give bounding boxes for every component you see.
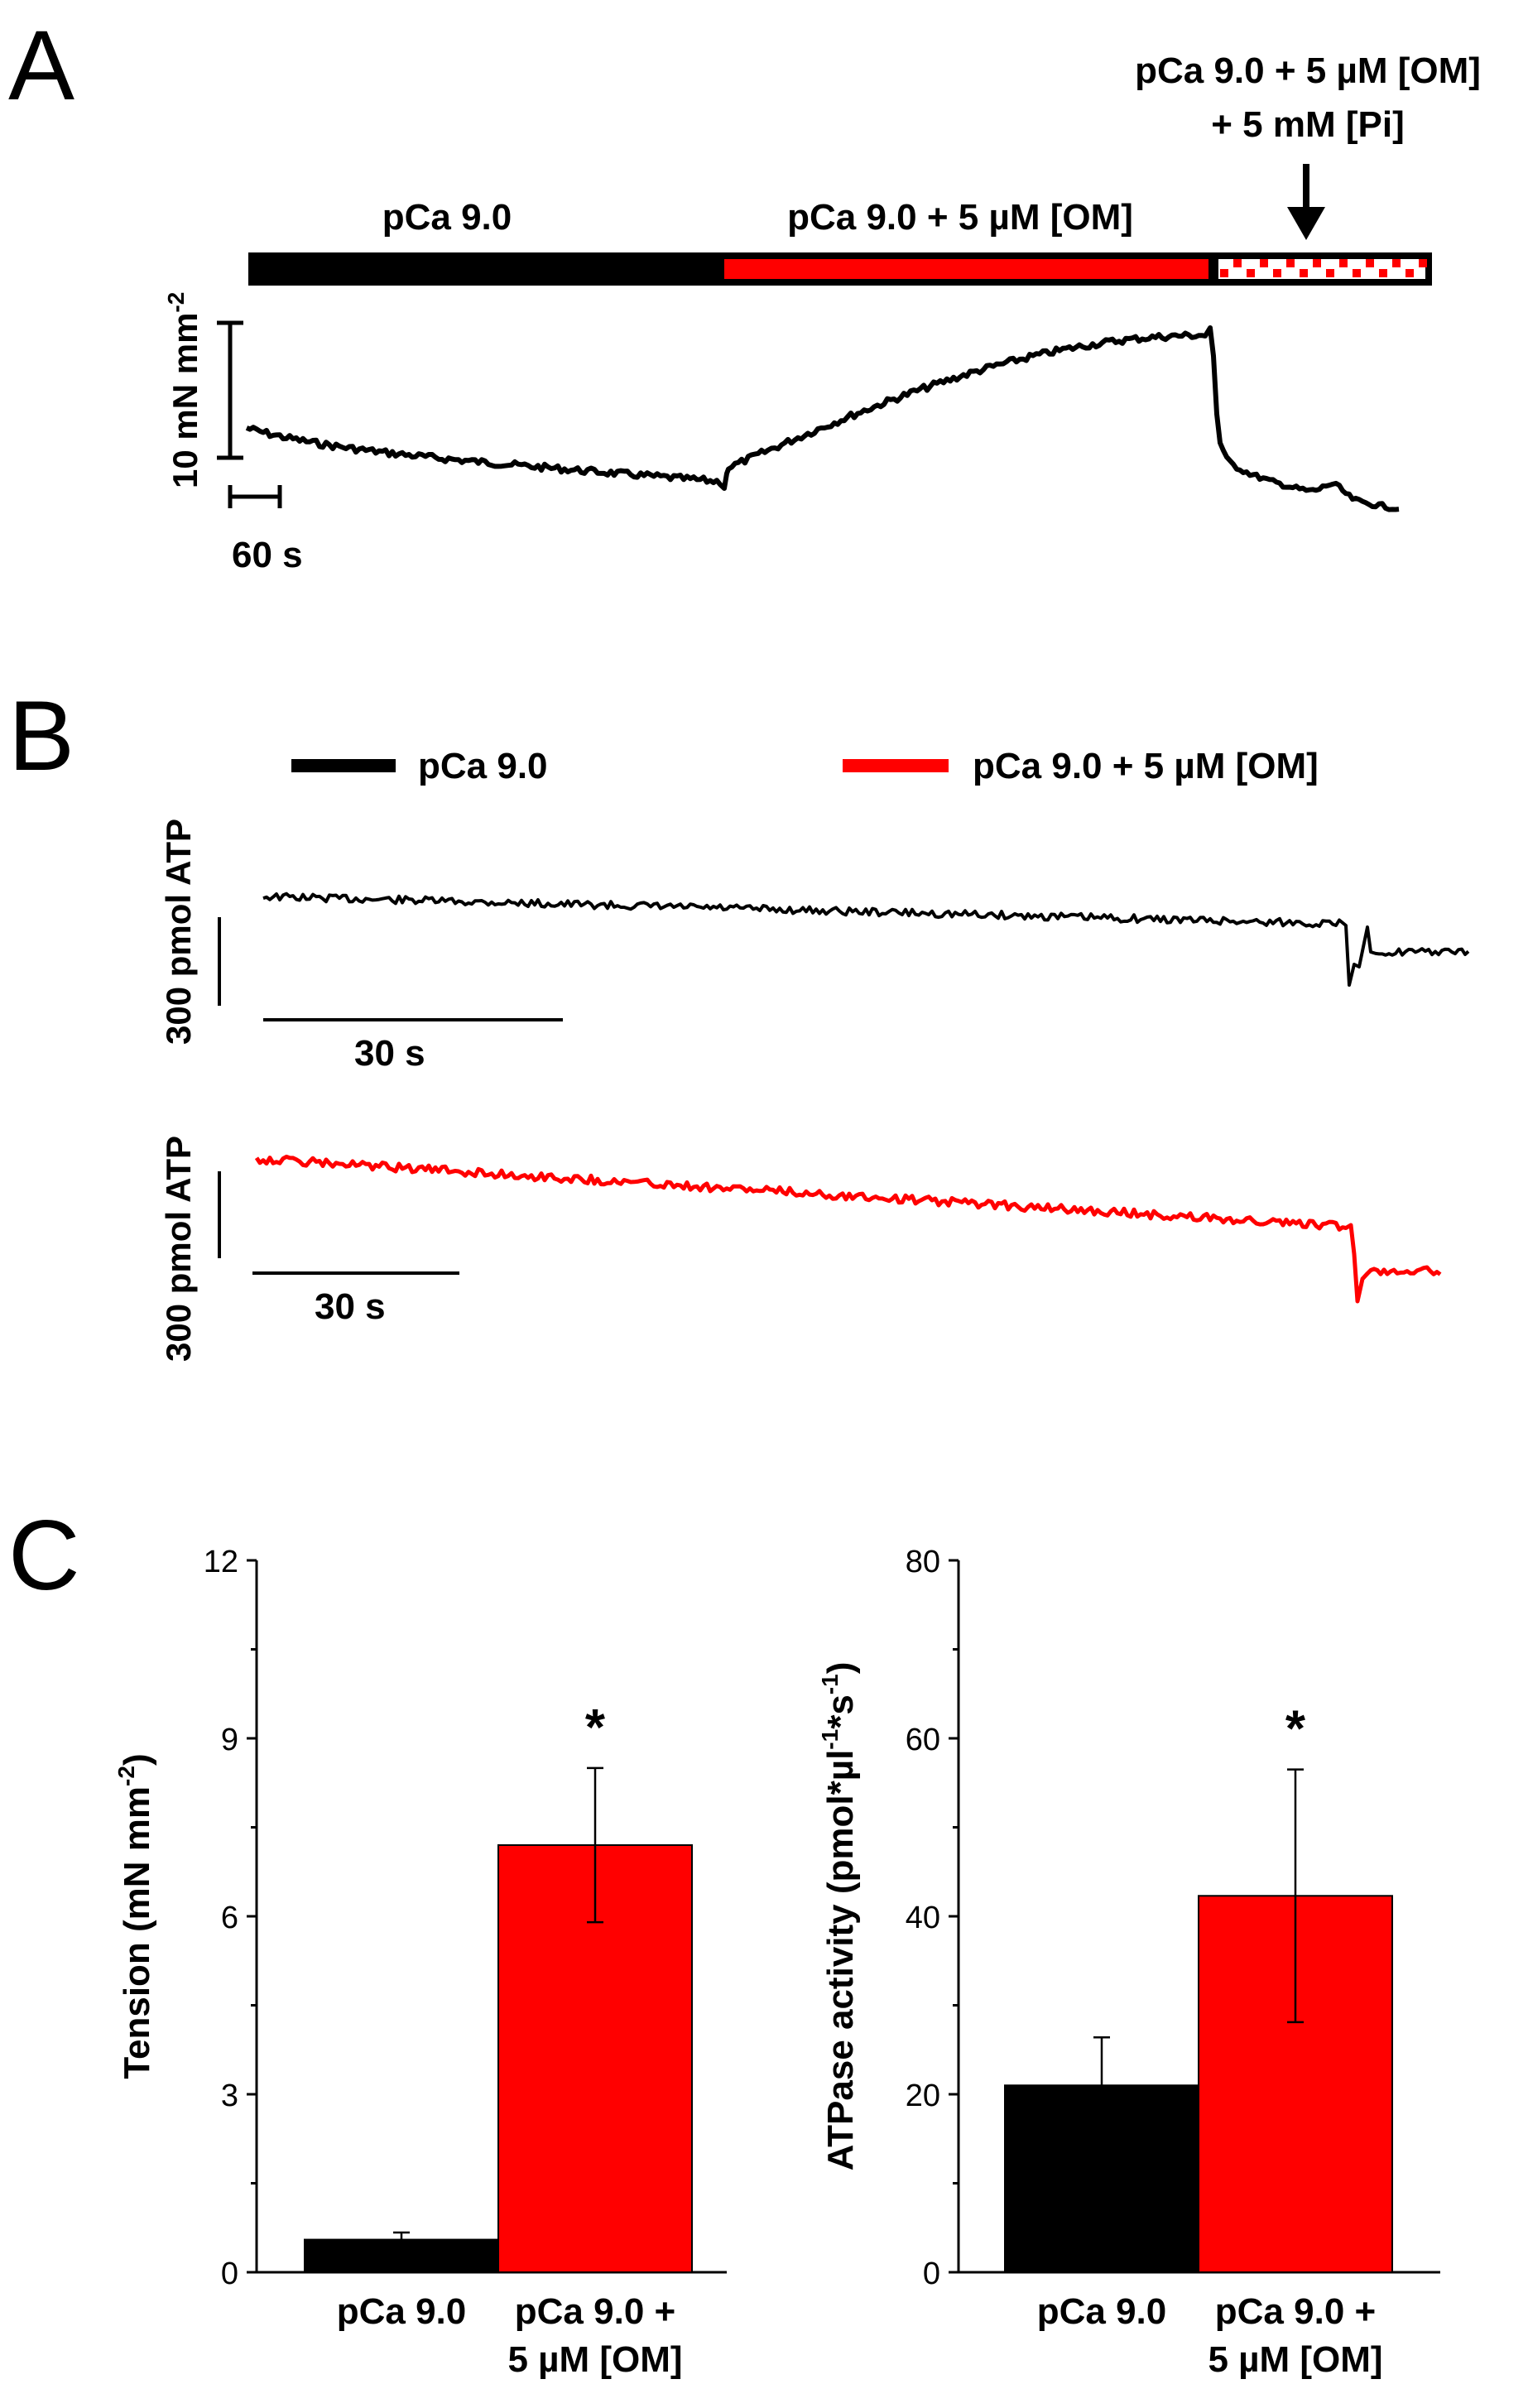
- panel-a-letter: A: [8, 10, 74, 121]
- significance-mark-2-1: *: [1285, 1701, 1306, 1758]
- panel-c: C 0 3 6 9 12 pCa 9.0 * pCa 9.0 + 5 µM [OM] Tensio…: [8, 1500, 1440, 2380]
- atp-scale-label-1: 300 pmol ATP: [159, 819, 198, 1045]
- time-scale-label-b2: 30 s: [315, 1286, 386, 1327]
- panel-c-letter: C: [8, 1500, 80, 1611]
- pi-pattern-cell: [1247, 269, 1255, 277]
- pi-pattern-cell: [1220, 269, 1228, 277]
- x-tick-label-2-1: 5 µM [OM]: [1208, 2339, 1382, 2380]
- y-tick-label-2: 0: [923, 2257, 940, 2291]
- y-axis-label-part: ): [820, 1662, 861, 1675]
- protocol-pi-pattern: [1220, 259, 1427, 277]
- y-tick-label-1: 12: [204, 1545, 238, 1579]
- y-tick-label-2: 20: [906, 2079, 940, 2113]
- y-axis-label-part: ATPase activity (pmol*µl: [820, 1750, 861, 2171]
- pi-pattern-cell: [1233, 259, 1242, 267]
- y-axis-label-exponent: -2: [113, 1766, 139, 1786]
- pi-pattern-cell: [1326, 269, 1334, 277]
- force-scale-exp: -2: [163, 292, 189, 313]
- tension-trace: [245, 325, 1400, 512]
- pi-arrow: [1287, 164, 1325, 240]
- significance-mark-1-1: *: [585, 1699, 606, 1757]
- y-axis-label-2: ATPase activity (pmol*µl-1*s-1): [817, 1662, 861, 2171]
- protocol-bar: [248, 252, 1432, 286]
- atpase-bar-chart: 0 20 40 60 80 pCa 9.0 * pCa 9.0 + 5 µM [OM] ATPas…: [817, 1545, 1440, 2380]
- pi-pattern-cell: [1300, 269, 1308, 277]
- y-tick-label-2: 60: [906, 1723, 940, 1757]
- y-tick-label-1: 0: [221, 2257, 238, 2291]
- pi-pattern-cell: [1405, 269, 1414, 277]
- time-scale-bar-a: [228, 485, 282, 508]
- y-axis-label-exponent: -1: [817, 1729, 843, 1750]
- segment-2-label: pCa 9.0 + 5 µM [OM]: [787, 197, 1133, 238]
- pi-pattern-cell: [1366, 259, 1374, 267]
- segment-3-label-line2: + 5 mM [Pi]: [1211, 104, 1405, 145]
- panel-b: B pCa 9.0 pCa 9.0 + 5 µM [OM] 300 pmol A…: [8, 680, 1470, 1362]
- panel-b-letter: B: [8, 680, 74, 791]
- pi-pattern-cell: [1273, 269, 1281, 277]
- y-axis-label-part: Tension (mN mm: [117, 1786, 157, 2079]
- x-tick-label-2-0: pCa 9.0: [1037, 2291, 1167, 2332]
- y-axis-label-exponent: -1: [817, 1674, 843, 1694]
- atp-trace-control: [262, 892, 1470, 987]
- y-tick-label-1: 9: [221, 1723, 238, 1757]
- atp-scale-label-2: 300 pmol ATP: [159, 1136, 198, 1362]
- protocol-om-segment: [724, 259, 1208, 279]
- pi-pattern-cell: [1313, 259, 1321, 267]
- y-tick-label-1: 6: [221, 1901, 238, 1935]
- pi-pattern-cell: [1379, 269, 1387, 277]
- x-tick-label-2-1: pCa 9.0 +: [1215, 2291, 1376, 2332]
- force-scale-text: 10 mN mm: [166, 313, 204, 488]
- y-tick-label-1: 3: [221, 2079, 238, 2113]
- time-scale-label-b1: 30 s: [354, 1033, 425, 1074]
- y-axis-label-part: *s: [820, 1694, 861, 1729]
- y-tick-label-2: 40: [906, 1901, 940, 1935]
- time-scale-label-a: 60 s: [232, 535, 303, 575]
- legend-label-control: pCa 9.0: [418, 746, 548, 786]
- force-scale-bar: [217, 320, 243, 460]
- segment-3-label-line1: pCa 9.0 + 5 µM [OM]: [1135, 50, 1481, 91]
- legend-label-om: pCa 9.0 + 5 µM [OM]: [973, 746, 1319, 786]
- force-scale-label: 10 mN mm-2: [163, 292, 204, 488]
- y-axis-label-part: ): [117, 1753, 157, 1766]
- y-axis-label-1: Tension (mN mm-2): [113, 1753, 157, 2079]
- atp-trace-om: [254, 1154, 1442, 1304]
- pi-pattern-cell: [1286, 259, 1295, 267]
- pi-pattern-cell: [1392, 259, 1401, 267]
- tension-bar-chart: 0 3 6 9 12 pCa 9.0 * pCa 9.0 + 5 µM [OM] Tension …: [113, 1545, 727, 2380]
- pi-pattern-cell: [1339, 259, 1348, 267]
- x-tick-label-1-0: pCa 9.0: [337, 2291, 467, 2332]
- y-tick-label-2: 80: [906, 1545, 940, 1579]
- pi-pattern-cell: [1260, 259, 1268, 267]
- segment-1-label: pCa 9.0: [382, 197, 512, 238]
- x-tick-label-1-1: pCa 9.0 +: [515, 2291, 675, 2332]
- pi-pattern-cell: [1419, 259, 1427, 267]
- x-tick-label-1-1: 5 µM [OM]: [507, 2339, 682, 2380]
- panel-a: A pCa 9.0 pCa 9.0 + 5 µM [OM] pCa 9.0 + …: [8, 10, 1481, 575]
- pi-pattern-cell: [1353, 269, 1361, 277]
